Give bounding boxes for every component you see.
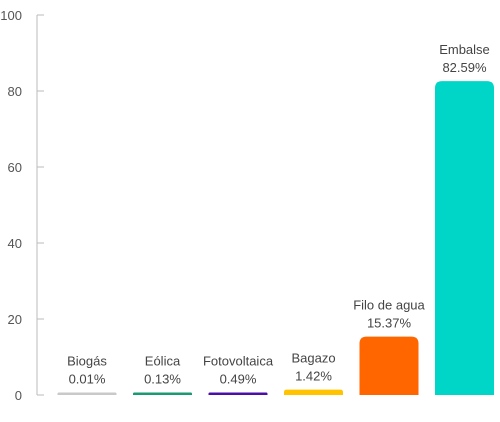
bar	[57, 392, 117, 395]
bar-value-label: 15.37%	[367, 316, 412, 331]
bar-value-label: 0.01%	[69, 372, 106, 387]
y-axis: 0 20 40 60 80 100	[0, 8, 44, 403]
y-tick-label: 0	[15, 388, 22, 403]
y-tick-label: 80	[8, 84, 22, 99]
bar-category-label: Biogás	[67, 354, 107, 369]
bar-category-label: Fotovoltaica	[203, 354, 274, 369]
bar	[435, 81, 494, 396]
bar-category-label: Embalse	[439, 42, 490, 57]
bar-category-label: Bagazo	[291, 351, 335, 366]
bar-value-label: 0.49%	[220, 372, 257, 387]
bar-value-label: 82.59%	[442, 60, 487, 75]
bars	[57, 81, 494, 396]
bar-category-label: Filo de agua	[353, 298, 425, 313]
y-tick-label: 60	[8, 160, 22, 175]
bar	[359, 336, 419, 395]
y-tick-label: 40	[8, 236, 22, 251]
y-tick-label: 100	[0, 8, 22, 23]
bar	[208, 392, 268, 395]
bar-value-label: 0.13%	[144, 372, 181, 387]
bar	[133, 392, 192, 395]
y-tick-label: 20	[8, 312, 22, 327]
bar-labels: Biogás 0.01% Eólica 0.13% Fotovoltaica 0.49% B…	[67, 42, 490, 386]
bar	[284, 389, 343, 395]
bar-value-label: 1.42%	[295, 369, 332, 384]
bar-category-label: Eólica	[145, 354, 181, 369]
